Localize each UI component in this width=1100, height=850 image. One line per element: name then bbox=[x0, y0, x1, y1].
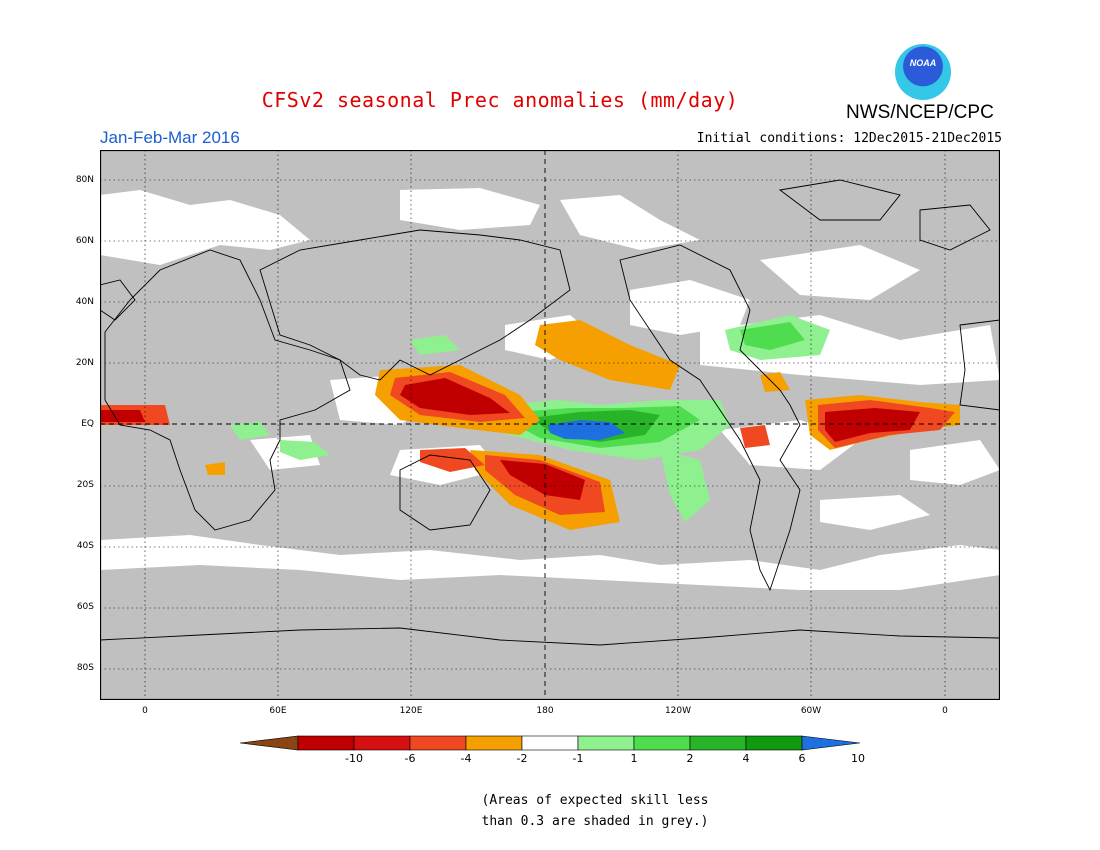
lon-label: 60W bbox=[800, 706, 822, 716]
color-scale-box bbox=[633, 735, 691, 751]
lat-label: 60N bbox=[75, 236, 94, 246]
color-scale-label: -6 bbox=[404, 752, 416, 765]
negative-anomaly-areas bbox=[100, 320, 960, 530]
lat-label: 60S bbox=[76, 602, 94, 612]
organization-label: NWS/NCEP/CPC bbox=[846, 102, 994, 123]
color-scale-label: 6 bbox=[798, 752, 806, 765]
lat-label: 80S bbox=[76, 663, 94, 673]
lon-label: 0 bbox=[142, 706, 148, 716]
lat-label: EQ bbox=[81, 419, 94, 429]
color-scale-label: -4 bbox=[460, 752, 472, 765]
coastlines bbox=[100, 179, 1000, 646]
color-scale-label: -1 bbox=[572, 752, 584, 765]
lat-label: 40S bbox=[76, 541, 94, 551]
noaa-logo-text: NOAA bbox=[909, 58, 937, 68]
map-title-text: CFSv2 seasonal Prec anomalies (mm/day) bbox=[261, 88, 739, 112]
color-scale-label: 1 bbox=[630, 752, 638, 765]
color-scale-box bbox=[297, 735, 355, 751]
lon-label: 0 bbox=[942, 706, 948, 716]
color-scale-box bbox=[353, 735, 411, 751]
footnote-line-1: (Areas of expected skill less bbox=[481, 793, 709, 808]
season-label: Jan-Feb-Mar 2016 bbox=[100, 128, 240, 147]
color-scale-segments bbox=[240, 735, 860, 751]
lat-label: 20N bbox=[75, 358, 94, 368]
map-border bbox=[100, 150, 1000, 700]
color-scale-label: 2 bbox=[686, 752, 694, 765]
color-scale-label: 4 bbox=[742, 752, 750, 765]
color-scale-box bbox=[577, 735, 635, 751]
color-scale-arrow-high bbox=[801, 735, 860, 751]
color-scale-box bbox=[409, 735, 467, 751]
color-scale-label: -10 bbox=[345, 752, 363, 765]
lon-label: 120W bbox=[664, 706, 692, 716]
lat-label: 20S bbox=[76, 480, 94, 490]
color-scale-box bbox=[745, 735, 803, 751]
color-scale-box bbox=[521, 735, 579, 751]
lon-label: 180 bbox=[536, 706, 554, 716]
map-title: CFSv2 seasonal Prec anomalies (mm/day) bbox=[0, 88, 1100, 112]
noaa-logo: NOAA bbox=[895, 44, 951, 100]
color-scale-arrow-low bbox=[240, 735, 299, 751]
color-scale-label: -2 bbox=[516, 752, 528, 765]
lon-label: 120E bbox=[399, 706, 423, 716]
color-scale-label: 10 bbox=[851, 752, 865, 765]
lon-label: 60E bbox=[269, 706, 287, 716]
skill-footnote: (Areas of expected skill less than 0.3 a… bbox=[0, 790, 1100, 832]
color-scale-box bbox=[465, 735, 523, 751]
precip-anomaly-map bbox=[100, 150, 1000, 700]
color-scale-box bbox=[689, 735, 747, 751]
lat-label: 40N bbox=[75, 297, 94, 307]
initial-conditions-label: Initial conditions: 12Dec2015-21Dec2015 bbox=[696, 131, 1002, 146]
lat-label: 80N bbox=[75, 175, 94, 185]
grid-lines bbox=[100, 150, 1000, 700]
color-scale-bar bbox=[240, 735, 860, 751]
footnote-line-2: than 0.3 are shaded in grey.) bbox=[481, 814, 709, 829]
